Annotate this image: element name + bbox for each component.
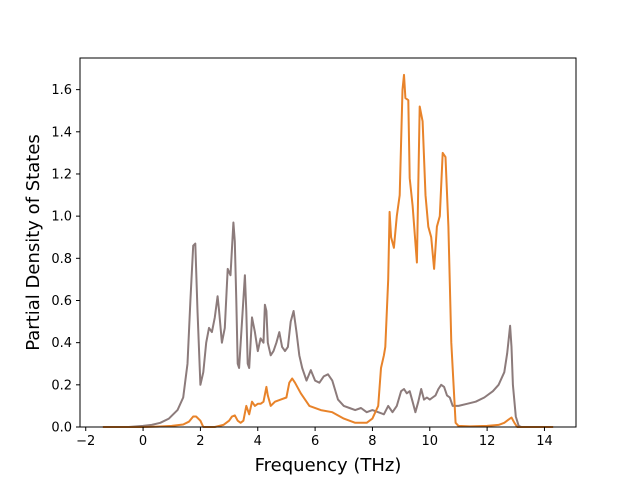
y-tick-label: 1.0: [51, 210, 72, 225]
plot-frame: [79, 57, 577, 428]
x-tick-label: 4: [254, 434, 262, 449]
x-axis: −2 0 2 4 6 8 10 12 14: [76, 427, 553, 449]
x-tick-label: 12: [479, 434, 496, 449]
x-tick-label: 0: [139, 434, 147, 449]
y-axis: 0.0 0.2 0.4 0.6 0.8 1.0 1.2 1.4 1.6: [51, 83, 80, 436]
y-tick-label: 1.4: [51, 125, 72, 140]
series-line-1: [102, 221, 554, 428]
y-tick-label: 0.0: [51, 421, 72, 436]
x-tick-label: −2: [76, 434, 95, 449]
y-tick-label: 0.6: [51, 294, 72, 309]
x-tick-label: 10: [422, 434, 439, 449]
series-line-2: [102, 73, 554, 428]
x-tick-label: 8: [368, 434, 376, 449]
x-tick-label: 14: [536, 434, 553, 449]
x-tick-label: 2: [196, 434, 204, 449]
y-tick-label: 0.4: [51, 336, 72, 351]
y-tick-label: 0.8: [51, 252, 72, 267]
x-axis-label: Frequency (THz): [255, 455, 402, 476]
y-axis-label: Partial Density of States: [23, 134, 44, 351]
y-tick-label: 1.2: [51, 167, 72, 182]
series-layer: [102, 73, 554, 428]
x-tick-label: 6: [311, 434, 319, 449]
y-tick-label: 0.2: [51, 378, 72, 393]
y-tick-label: 1.6: [51, 83, 72, 98]
